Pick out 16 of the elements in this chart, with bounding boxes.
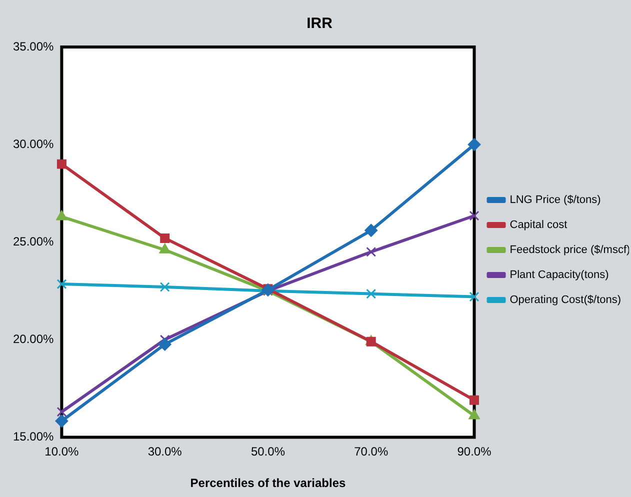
x-tick-label: 50.0% — [250, 444, 286, 459]
y-tick-label: 25.00% — [12, 234, 54, 248]
x-axis-title: Percentiles of the variables — [190, 476, 346, 490]
x-tick-label: 90.0% — [457, 444, 492, 459]
legend-label: Capital cost — [510, 219, 568, 232]
legend-label: LNG Price ($/tons) — [510, 194, 601, 206]
legend-label: Plant Capacity(tons) — [510, 269, 609, 282]
x-tick-label: 70.0% — [354, 444, 388, 459]
y-tick-label: 20.00% — [12, 332, 54, 346]
legend-label: Operating Cost($/tons) — [510, 294, 622, 306]
y-tick-label: 35.00% — [12, 39, 54, 54]
x-tick-label: 10.0% — [44, 444, 80, 459]
y-tick-label: 15.00% — [12, 430, 54, 444]
y-tick-label: 30.00% — [12, 136, 54, 151]
chart-title: IRR — [306, 15, 333, 32]
x-tick-label: 30.0% — [148, 444, 182, 459]
